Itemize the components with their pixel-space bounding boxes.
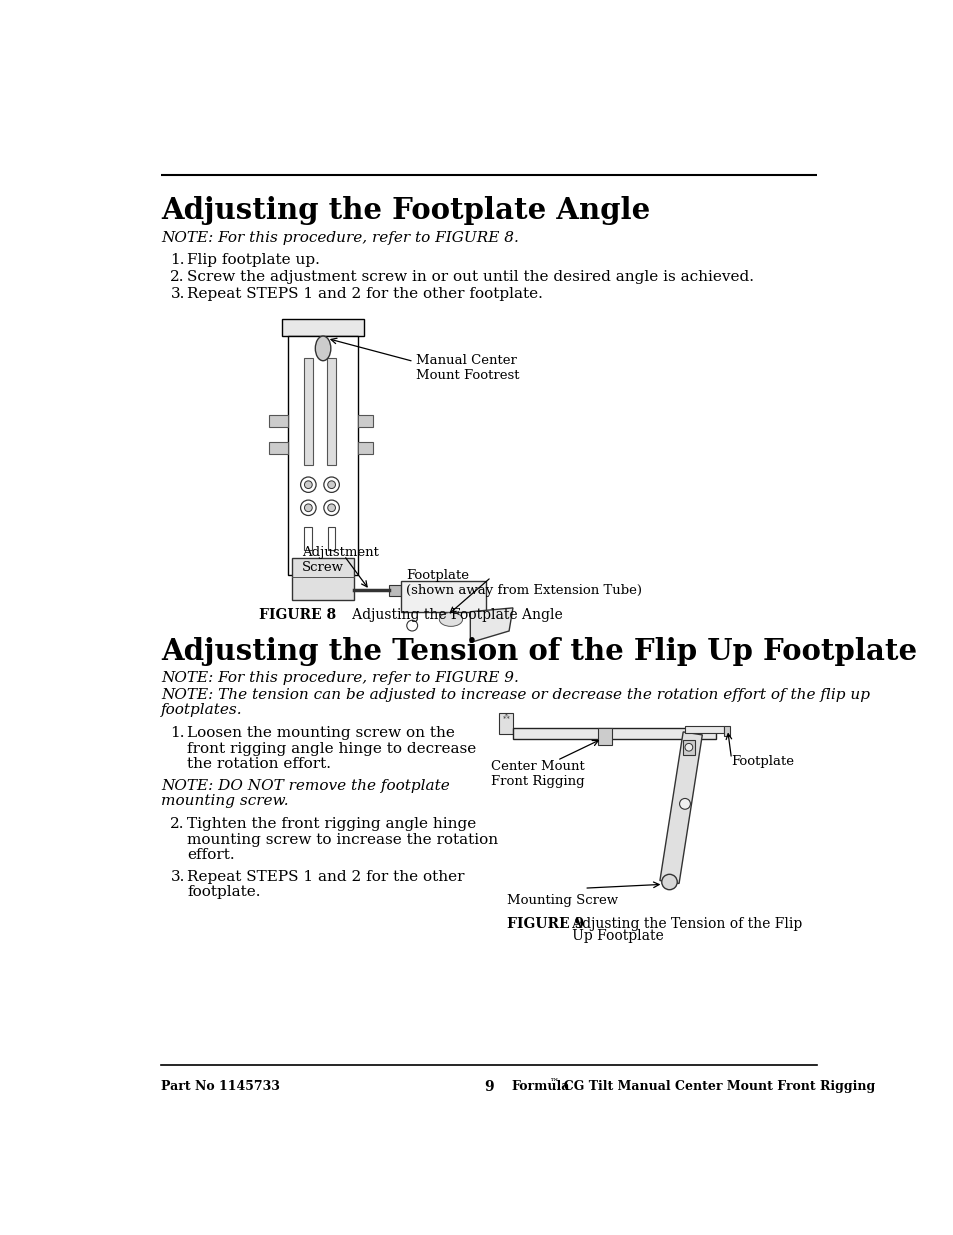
Text: NOTE: The tension can be adjusted to increase or decrease the rotation effort of: NOTE: The tension can be adjusted to inc… <box>161 688 869 701</box>
Circle shape <box>300 477 315 493</box>
Text: Part No 1145733: Part No 1145733 <box>161 1079 279 1093</box>
Bar <box>304 527 312 550</box>
Bar <box>282 319 364 336</box>
Text: Adjustment
Screw: Adjustment Screw <box>302 546 378 573</box>
Text: footplate.: footplate. <box>187 885 261 899</box>
Bar <box>269 415 288 427</box>
Text: Manual Center
Mount Footrest: Manual Center Mount Footrest <box>416 353 519 382</box>
Bar <box>328 527 335 550</box>
Ellipse shape <box>315 336 331 361</box>
Text: NOTE: For this procedure, refer to FIGURE 8.: NOTE: For this procedure, refer to FIGUR… <box>161 231 518 246</box>
Circle shape <box>686 727 699 740</box>
Text: 9: 9 <box>483 1079 494 1094</box>
Text: Adjusting the Tension of the Flip Up Footplate: Adjusting the Tension of the Flip Up Foo… <box>161 637 916 666</box>
Bar <box>498 713 513 734</box>
Text: front rigging angle hinge to decrease: front rigging angle hinge to decrease <box>187 742 476 756</box>
Text: 2.: 2. <box>171 818 185 831</box>
Bar <box>303 358 313 466</box>
Bar <box>400 580 485 611</box>
Bar <box>269 442 288 454</box>
Bar <box>389 585 402 595</box>
Text: FIGURE 8: FIGURE 8 <box>259 608 335 622</box>
Text: ™: ™ <box>550 1078 558 1087</box>
Text: Up Footplate: Up Footplate <box>558 929 663 944</box>
Text: Footplate
(shown away from Extension Tube): Footplate (shown away from Extension Tub… <box>406 569 641 598</box>
Bar <box>598 727 612 745</box>
Text: Formula: Formula <box>511 1079 569 1093</box>
Text: 2.: 2. <box>171 270 185 284</box>
Text: Repeat STEPS 1 and 2 for the other: Repeat STEPS 1 and 2 for the other <box>187 869 464 884</box>
Bar <box>684 726 723 734</box>
Text: mounting screw to increase the rotation: mounting screw to increase the rotation <box>187 832 498 847</box>
Circle shape <box>323 500 339 515</box>
Circle shape <box>684 743 692 751</box>
Text: 1.: 1. <box>171 726 185 741</box>
Bar <box>357 442 373 454</box>
Circle shape <box>328 480 335 489</box>
Text: 1.: 1. <box>171 253 185 267</box>
Bar <box>682 740 695 755</box>
Polygon shape <box>659 732 701 883</box>
Text: the rotation effort.: the rotation effort. <box>187 757 331 772</box>
Circle shape <box>661 874 677 889</box>
Text: Mounting Screw: Mounting Screw <box>506 894 618 906</box>
Text: NOTE: For this procedure, refer to FIGURE 9.: NOTE: For this procedure, refer to FIGUR… <box>161 671 518 685</box>
Bar <box>723 726 729 736</box>
Circle shape <box>406 620 417 631</box>
Text: Adjusting the Footplate Angle: Adjusting the Footplate Angle <box>161 196 650 225</box>
Text: Adjusting the Footplate Angle: Adjusting the Footplate Angle <box>338 608 561 622</box>
Ellipse shape <box>439 613 462 626</box>
Text: Repeat STEPS 1 and 2 for the other footplate.: Repeat STEPS 1 and 2 for the other footp… <box>187 287 543 301</box>
Text: NOTE: DO NOT remove the footplate: NOTE: DO NOT remove the footplate <box>161 779 450 793</box>
Bar <box>288 336 357 574</box>
Text: Flip footplate up.: Flip footplate up. <box>187 253 320 267</box>
Text: footplates.: footplates. <box>161 704 242 718</box>
Text: Footplate: Footplate <box>731 755 794 768</box>
Text: CG Tilt Manual Center Mount Front Rigging: CG Tilt Manual Center Mount Front Riggin… <box>555 1079 874 1093</box>
Polygon shape <box>470 608 513 642</box>
Text: mounting screw.: mounting screw. <box>161 794 289 808</box>
Circle shape <box>304 504 312 511</box>
Text: Adjusting the Tension of the Flip: Adjusting the Tension of the Flip <box>558 916 801 931</box>
Bar <box>327 358 335 466</box>
Text: effort.: effort. <box>187 848 234 862</box>
Text: 3.: 3. <box>171 869 185 884</box>
Circle shape <box>323 477 339 493</box>
Circle shape <box>300 500 315 515</box>
Text: Screw the adjustment screw in or out until the desired angle is achieved.: Screw the adjustment screw in or out unt… <box>187 270 754 284</box>
Bar <box>292 558 354 600</box>
Text: Tighten the front rigging angle hinge: Tighten the front rigging angle hinge <box>187 818 476 831</box>
Text: FIGURE 9: FIGURE 9 <box>506 916 583 931</box>
Circle shape <box>328 504 335 511</box>
Bar <box>357 415 373 427</box>
Text: Center Mount
Front Rigging: Center Mount Front Rigging <box>491 761 584 788</box>
Text: Loosen the mounting screw on the: Loosen the mounting screw on the <box>187 726 455 741</box>
Circle shape <box>304 480 312 489</box>
Bar <box>513 727 716 739</box>
Text: ⁂: ⁂ <box>502 714 509 720</box>
Text: 3.: 3. <box>171 287 185 301</box>
Circle shape <box>679 799 690 809</box>
